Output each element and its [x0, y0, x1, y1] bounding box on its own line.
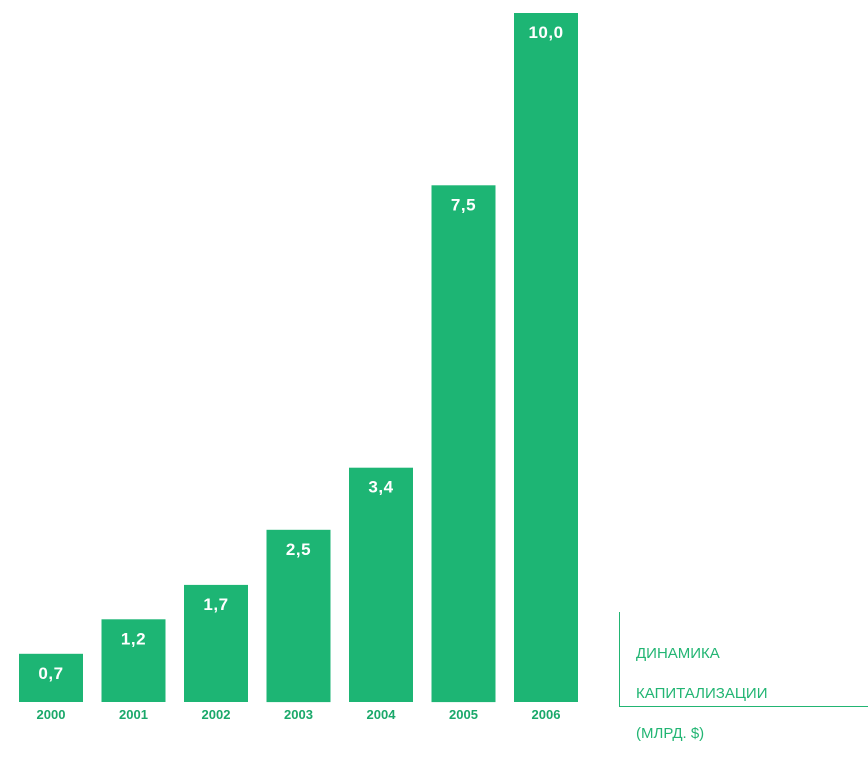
bar-2001: [101, 619, 166, 702]
chart-title: ДИНАМИКА КАПИТАЛИЗАЦИИ (МЛРД. $): [636, 624, 767, 764]
bars-layer: [19, 13, 578, 703]
x-tick-label-2004: 2004: [367, 707, 397, 722]
bar-2004: [349, 467, 413, 702]
value-label-2001: 1,2: [121, 629, 146, 648]
bar-2006: [514, 13, 578, 702]
value-label-2004: 3,4: [368, 478, 393, 497]
x-tick-label-2003: 2003: [284, 707, 313, 722]
bar-chart-svg: 0,71,21,72,53,47,510,0 2000 2001 2002 2003 2…: [19, 13, 578, 722]
bar-2005: [431, 185, 496, 703]
value-label-2000: 0,7: [38, 664, 63, 683]
x-tick-label-2005: 2005: [449, 707, 478, 722]
bar-2002: [184, 584, 248, 702]
value-label-2006: 10,0: [528, 23, 563, 42]
value-label-2005: 7,5: [451, 195, 476, 214]
x-tick-label-2002: 2002: [202, 707, 231, 722]
title-divider-horizontal: [619, 706, 868, 707]
chart-title-line-2: КАПИТАЛИЗАЦИИ: [636, 685, 768, 702]
bar-2003: [266, 529, 331, 703]
chart: 0,7 1,2 1,7 2,5 3,4 7,5 10,0 2000 2001 2002 2003 2…: [19, 13, 868, 742]
bar-2000: [19, 653, 83, 702]
value-label-2003: 2,5: [286, 540, 311, 559]
x-tick-label-2000: 2000: [37, 707, 66, 722]
x-tick-label-2001: 2001: [119, 707, 148, 722]
value-label-2002: 1,7: [203, 595, 228, 614]
title-divider-vertical: [619, 612, 620, 707]
x-tick-labels-layer: 2000 2001 2002 2003 2004 2005 2006: [37, 707, 561, 722]
value-labels-layer: 0,7 1,2 1,7 2,5 3,4 7,5 10,0: [38, 23, 563, 683]
chart-title-line-3: (МЛРД. $): [636, 725, 705, 742]
chart-title-line-1: ДИНАМИКА: [636, 645, 720, 662]
x-tick-label-2006: 2006: [532, 707, 561, 722]
